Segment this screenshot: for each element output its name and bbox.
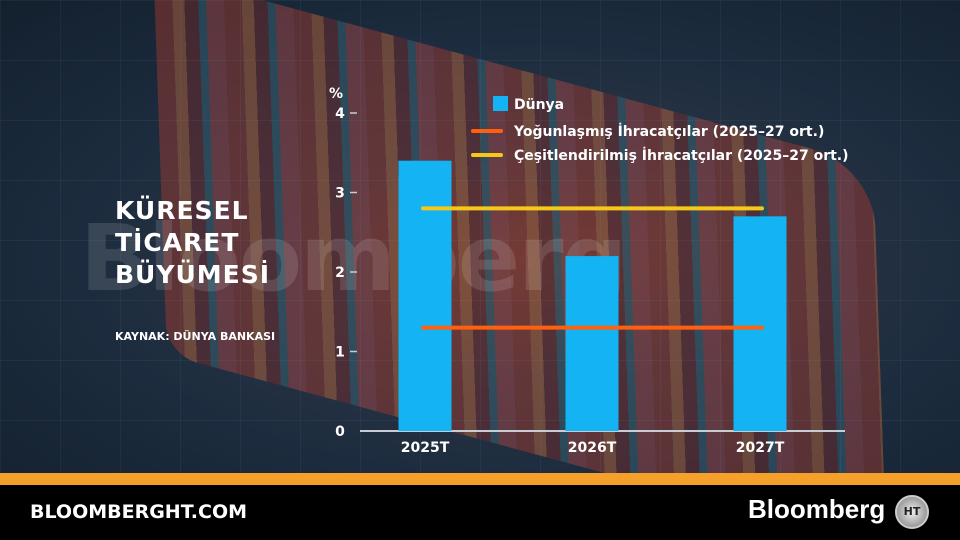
y-tick-label: 1 (335, 345, 345, 361)
ht-logo-icon: HT (895, 495, 929, 529)
watermark: Bloomberg (80, 205, 627, 312)
title-line: KÜRESEL (115, 196, 249, 225)
bar-chart: 0 1 2 3 4% 2025T 2026T 2027T Dünya Yoğunlaşmış İh… (329, 86, 849, 456)
source-note: KAYNAK: DÜNYA BANKASI (115, 330, 276, 343)
legend-label: Çeşitlendirilmiş İhracatçılar (2025–27 o… (514, 147, 849, 164)
site-url[interactable]: BLOOMBERGHT.COM (30, 501, 248, 523)
background-grid (0, 0, 960, 473)
bloomberg-logo: Bloomberg (748, 494, 886, 524)
infographic-title: KÜRESEL TİCARET BÜYÜMESİ (115, 195, 270, 291)
x-tick-label: 2027T (736, 440, 785, 456)
background: Bloomberg KÜRESEL TİCARET BÜYÜMESİ KAYNA… (0, 0, 960, 473)
bar-2027T (733, 216, 787, 431)
title-line: TİCARET (115, 228, 240, 257)
footer: BLOOMBERGHT.COM Bloomberg HT (0, 485, 960, 540)
bar-2025T (398, 160, 452, 431)
y-tick-label: 4 (335, 106, 345, 122)
legend-label: Yoğunlaşmış İhracatçılar (2025–27 ort.) (513, 123, 824, 140)
y-tick-label: 3 (335, 186, 345, 202)
y-tick-label: 2 (335, 265, 345, 281)
bar-2026T (565, 256, 619, 431)
x-tick-label: 2025T (401, 440, 450, 456)
legend-label: Dünya (514, 97, 564, 113)
y-tick-label: 0 (335, 424, 345, 440)
title-line: BÜYÜMESİ (115, 260, 271, 289)
x-tick-label: 2026T (568, 440, 617, 456)
y-axis-unit: % (329, 86, 343, 102)
legend-swatch-dunya (493, 96, 508, 111)
orange-stripe (0, 473, 960, 485)
